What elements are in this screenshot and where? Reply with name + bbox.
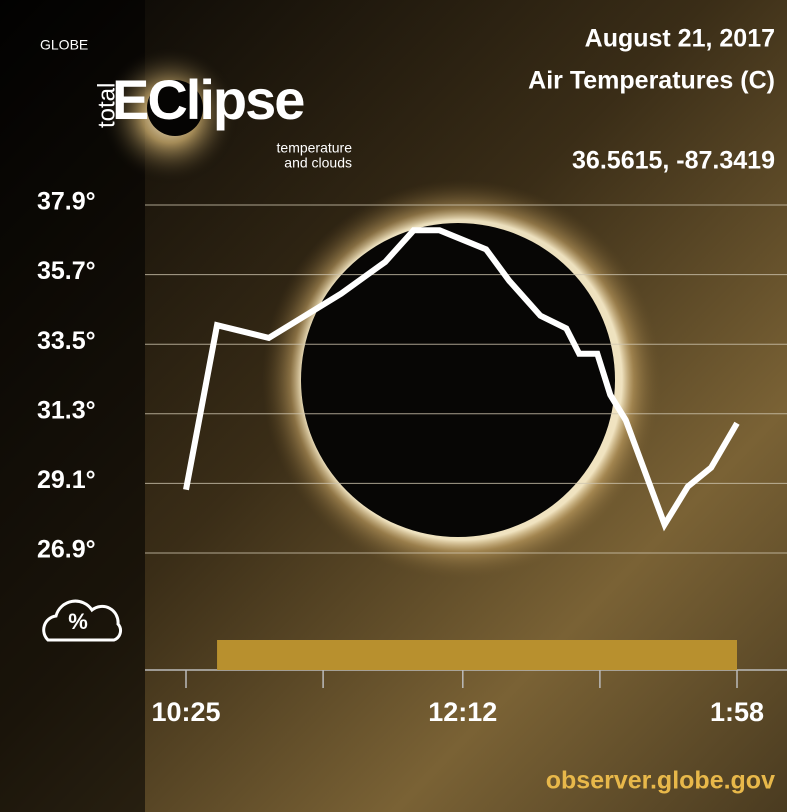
x-tick-label: 10:25 — [151, 697, 220, 727]
y-tick-label: 31.3° — [37, 396, 96, 424]
y-tick-label: 33.5° — [37, 327, 96, 355]
logo-tagline: and clouds — [284, 155, 352, 171]
y-tick-label: 35.7° — [37, 257, 96, 285]
eclipse-moon — [301, 223, 615, 537]
logo-moon — [147, 80, 203, 136]
cloud-icon — [42, 599, 123, 642]
chart-subtitle: Air Temperatures (C) — [528, 67, 775, 95]
y-tick-label: 26.9° — [37, 536, 96, 564]
chart-title: August 21, 2017 — [585, 25, 775, 53]
x-tick-label: 1:58 — [710, 697, 764, 727]
y-tick-label: 29.1° — [37, 466, 96, 494]
location: 36.5615, -87.3419 — [572, 147, 775, 175]
cloud-cover-bar — [217, 640, 738, 670]
logo-prefix: total — [93, 83, 120, 128]
logo-tagline: temperature — [277, 140, 353, 156]
y-tick-label: 37.9° — [37, 188, 96, 216]
x-tick-label: 12:12 — [428, 697, 497, 727]
temperature-line — [183, 227, 740, 532]
org-label: GLOBE — [40, 37, 88, 53]
footer: observer.globe.gov — [546, 767, 775, 795]
cloud-icon-label: % — [68, 609, 88, 634]
logo: EClipse — [112, 68, 304, 131]
